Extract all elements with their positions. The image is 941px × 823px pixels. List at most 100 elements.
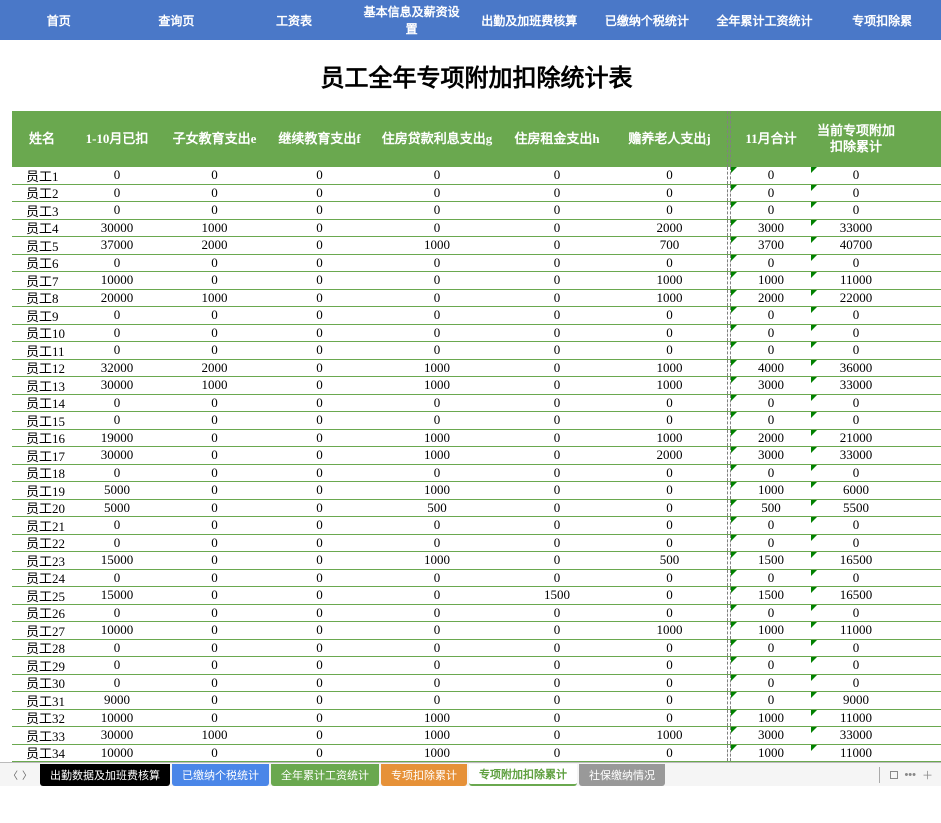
- table-row[interactable]: 员工271000000001000100011000: [12, 622, 941, 640]
- cell-jan: 30000: [72, 377, 162, 393]
- cell-nov: 1000: [731, 710, 811, 726]
- cell-g: 0: [372, 640, 502, 656]
- tab-add-icon[interactable]: ＋: [922, 767, 933, 783]
- table-row[interactable]: 员工900000000: [12, 307, 941, 325]
- cell-jan: 30000: [72, 220, 162, 236]
- table-row[interactable]: 员工341000000100000100011000: [12, 745, 941, 763]
- nav-item-6[interactable]: 全年累计工资统计: [706, 12, 824, 29]
- nav-item-1[interactable]: 查询页: [118, 12, 236, 29]
- cell-h: 0: [502, 465, 612, 481]
- cell-g: 0: [372, 465, 502, 481]
- nav-item-7[interactable]: 专项扣除累: [823, 12, 941, 29]
- table-row[interactable]: 员工600000000: [12, 255, 941, 273]
- table-row[interactable]: 员工20500000500005005500: [12, 500, 941, 518]
- cell-g: 0: [372, 692, 502, 708]
- table-row[interactable]: 员工133000010000100001000300033000: [12, 377, 941, 395]
- nav-item-0[interactable]: 首页: [0, 12, 118, 29]
- col-header-g: 住房贷款利息支出g: [372, 131, 502, 147]
- cell-h: 0: [502, 552, 612, 568]
- table-row[interactable]: 员工3190000000009000: [12, 692, 941, 710]
- cell-name: 员工18: [12, 463, 72, 482]
- table-row[interactable]: 员工2600000000: [12, 605, 941, 623]
- nav-item-4[interactable]: 出勤及加班费核算: [471, 12, 589, 29]
- table-row[interactable]: 员工3000000000: [12, 675, 941, 693]
- cell-h: 0: [502, 605, 612, 621]
- table-row[interactable]: 员工43000010000002000300033000: [12, 220, 941, 238]
- cell-name: 员工28: [12, 638, 72, 657]
- table-row[interactable]: 员工333000010000100001000300033000: [12, 727, 941, 745]
- sheet-nav-buttons[interactable]: 〈 〉: [0, 767, 40, 782]
- sheet-tab-5[interactable]: 社保缴纳情况: [579, 764, 665, 786]
- cell-h: 0: [502, 710, 612, 726]
- col-header-h: 住房租金支出h: [502, 131, 612, 147]
- nav-item-3[interactable]: 基本信息及薪资设置: [353, 3, 471, 37]
- cell-nov: 0: [731, 535, 811, 551]
- table-row[interactable]: 员工1800000000: [12, 465, 941, 483]
- cell-name: 员工9: [12, 306, 72, 325]
- cell-e: 0: [162, 255, 267, 271]
- table-row[interactable]: 员工1400000000: [12, 395, 941, 413]
- table-row[interactable]: 员工2200000000: [12, 535, 941, 553]
- sheet-tab-3[interactable]: 专项扣除累计: [381, 764, 467, 786]
- table-row[interactable]: 员工161900000100001000200021000: [12, 430, 941, 448]
- table-row[interactable]: 员工1950000010000010006000: [12, 482, 941, 500]
- table-row[interactable]: 员工1100000000: [12, 342, 941, 360]
- table-row[interactable]: 员工251500000015000150016500: [12, 587, 941, 605]
- cell-j: 0: [612, 167, 727, 183]
- table-row[interactable]: 员工71000000001000100011000: [12, 272, 941, 290]
- cell-f: 0: [267, 220, 372, 236]
- table-row[interactable]: 员工1500000000: [12, 412, 941, 430]
- table-row[interactable]: 员工123200020000100001000400036000: [12, 360, 941, 378]
- page-title: 员工全年专项附加扣除统计表: [12, 40, 941, 111]
- top-nav-bar: 首页查询页工资表基本信息及薪资设置出勤及加班费核算已缴纳个税统计全年累计工资统计…: [0, 0, 941, 40]
- cell-e: 0: [162, 430, 267, 446]
- view-mode-icon[interactable]: [890, 771, 898, 779]
- cell-f: 0: [267, 412, 372, 428]
- cell-sum: 33000: [811, 447, 901, 463]
- cell-sum: 36000: [811, 360, 901, 376]
- cell-jan: 10000: [72, 622, 162, 638]
- cell-e: 0: [162, 745, 267, 761]
- sheet-tab-0[interactable]: 出勤数据及加班费核算: [40, 764, 170, 786]
- cell-sum: 11000: [811, 710, 901, 726]
- cell-jan: 10000: [72, 745, 162, 761]
- cell-h: 0: [502, 202, 612, 218]
- table-row[interactable]: 员工2400000000: [12, 570, 941, 588]
- table-row[interactable]: 员工300000000: [12, 202, 941, 220]
- table-row[interactable]: 员工23150000010000500150016500: [12, 552, 941, 570]
- sheet-tab-1[interactable]: 已缴纳个税统计: [172, 764, 269, 786]
- cell-sum: 0: [811, 412, 901, 428]
- cell-h: 0: [502, 185, 612, 201]
- table-row[interactable]: 员工5370002000010000700370040700: [12, 237, 941, 255]
- sheet-tab-2[interactable]: 全年累计工资统计: [271, 764, 379, 786]
- sheet-nav-prev-icon[interactable]: 〈: [8, 767, 18, 782]
- sheet-tab-4[interactable]: 专项附加扣除累计: [469, 764, 577, 786]
- cell-f: 0: [267, 185, 372, 201]
- cell-f: 0: [267, 290, 372, 306]
- table-row[interactable]: 员工1000000000: [12, 325, 941, 343]
- cell-h: 0: [502, 412, 612, 428]
- nav-item-5[interactable]: 已缴纳个税统计: [588, 12, 706, 29]
- nav-item-2[interactable]: 工资表: [235, 12, 353, 29]
- cell-name: 员工11: [12, 341, 72, 360]
- cell-j: 0: [612, 517, 727, 533]
- table-row[interactable]: 员工2100000000: [12, 517, 941, 535]
- table-row[interactable]: 员工321000000100000100011000: [12, 710, 941, 728]
- cell-name: 员工26: [12, 603, 72, 622]
- sheet-nav-next-icon[interactable]: 〉: [22, 767, 32, 782]
- table-row[interactable]: 员工173000000100002000300033000: [12, 447, 941, 465]
- table-row[interactable]: 员工2900000000: [12, 657, 941, 675]
- table-row[interactable]: 员工2800000000: [12, 640, 941, 658]
- cell-jan: 0: [72, 657, 162, 673]
- tab-options-icon[interactable]: •••: [904, 769, 916, 781]
- cell-sum: 0: [811, 517, 901, 533]
- cell-sum: 0: [811, 465, 901, 481]
- table-row[interactable]: 员工82000010000001000200022000: [12, 290, 941, 308]
- cell-j: 0: [612, 675, 727, 691]
- cell-jan: 32000: [72, 360, 162, 376]
- cell-g: 1000: [372, 552, 502, 568]
- table-row[interactable]: 员工200000000: [12, 185, 941, 203]
- table-row[interactable]: 员工100000000: [12, 167, 941, 185]
- cell-e: 0: [162, 622, 267, 638]
- cell-nov: 1000: [731, 482, 811, 498]
